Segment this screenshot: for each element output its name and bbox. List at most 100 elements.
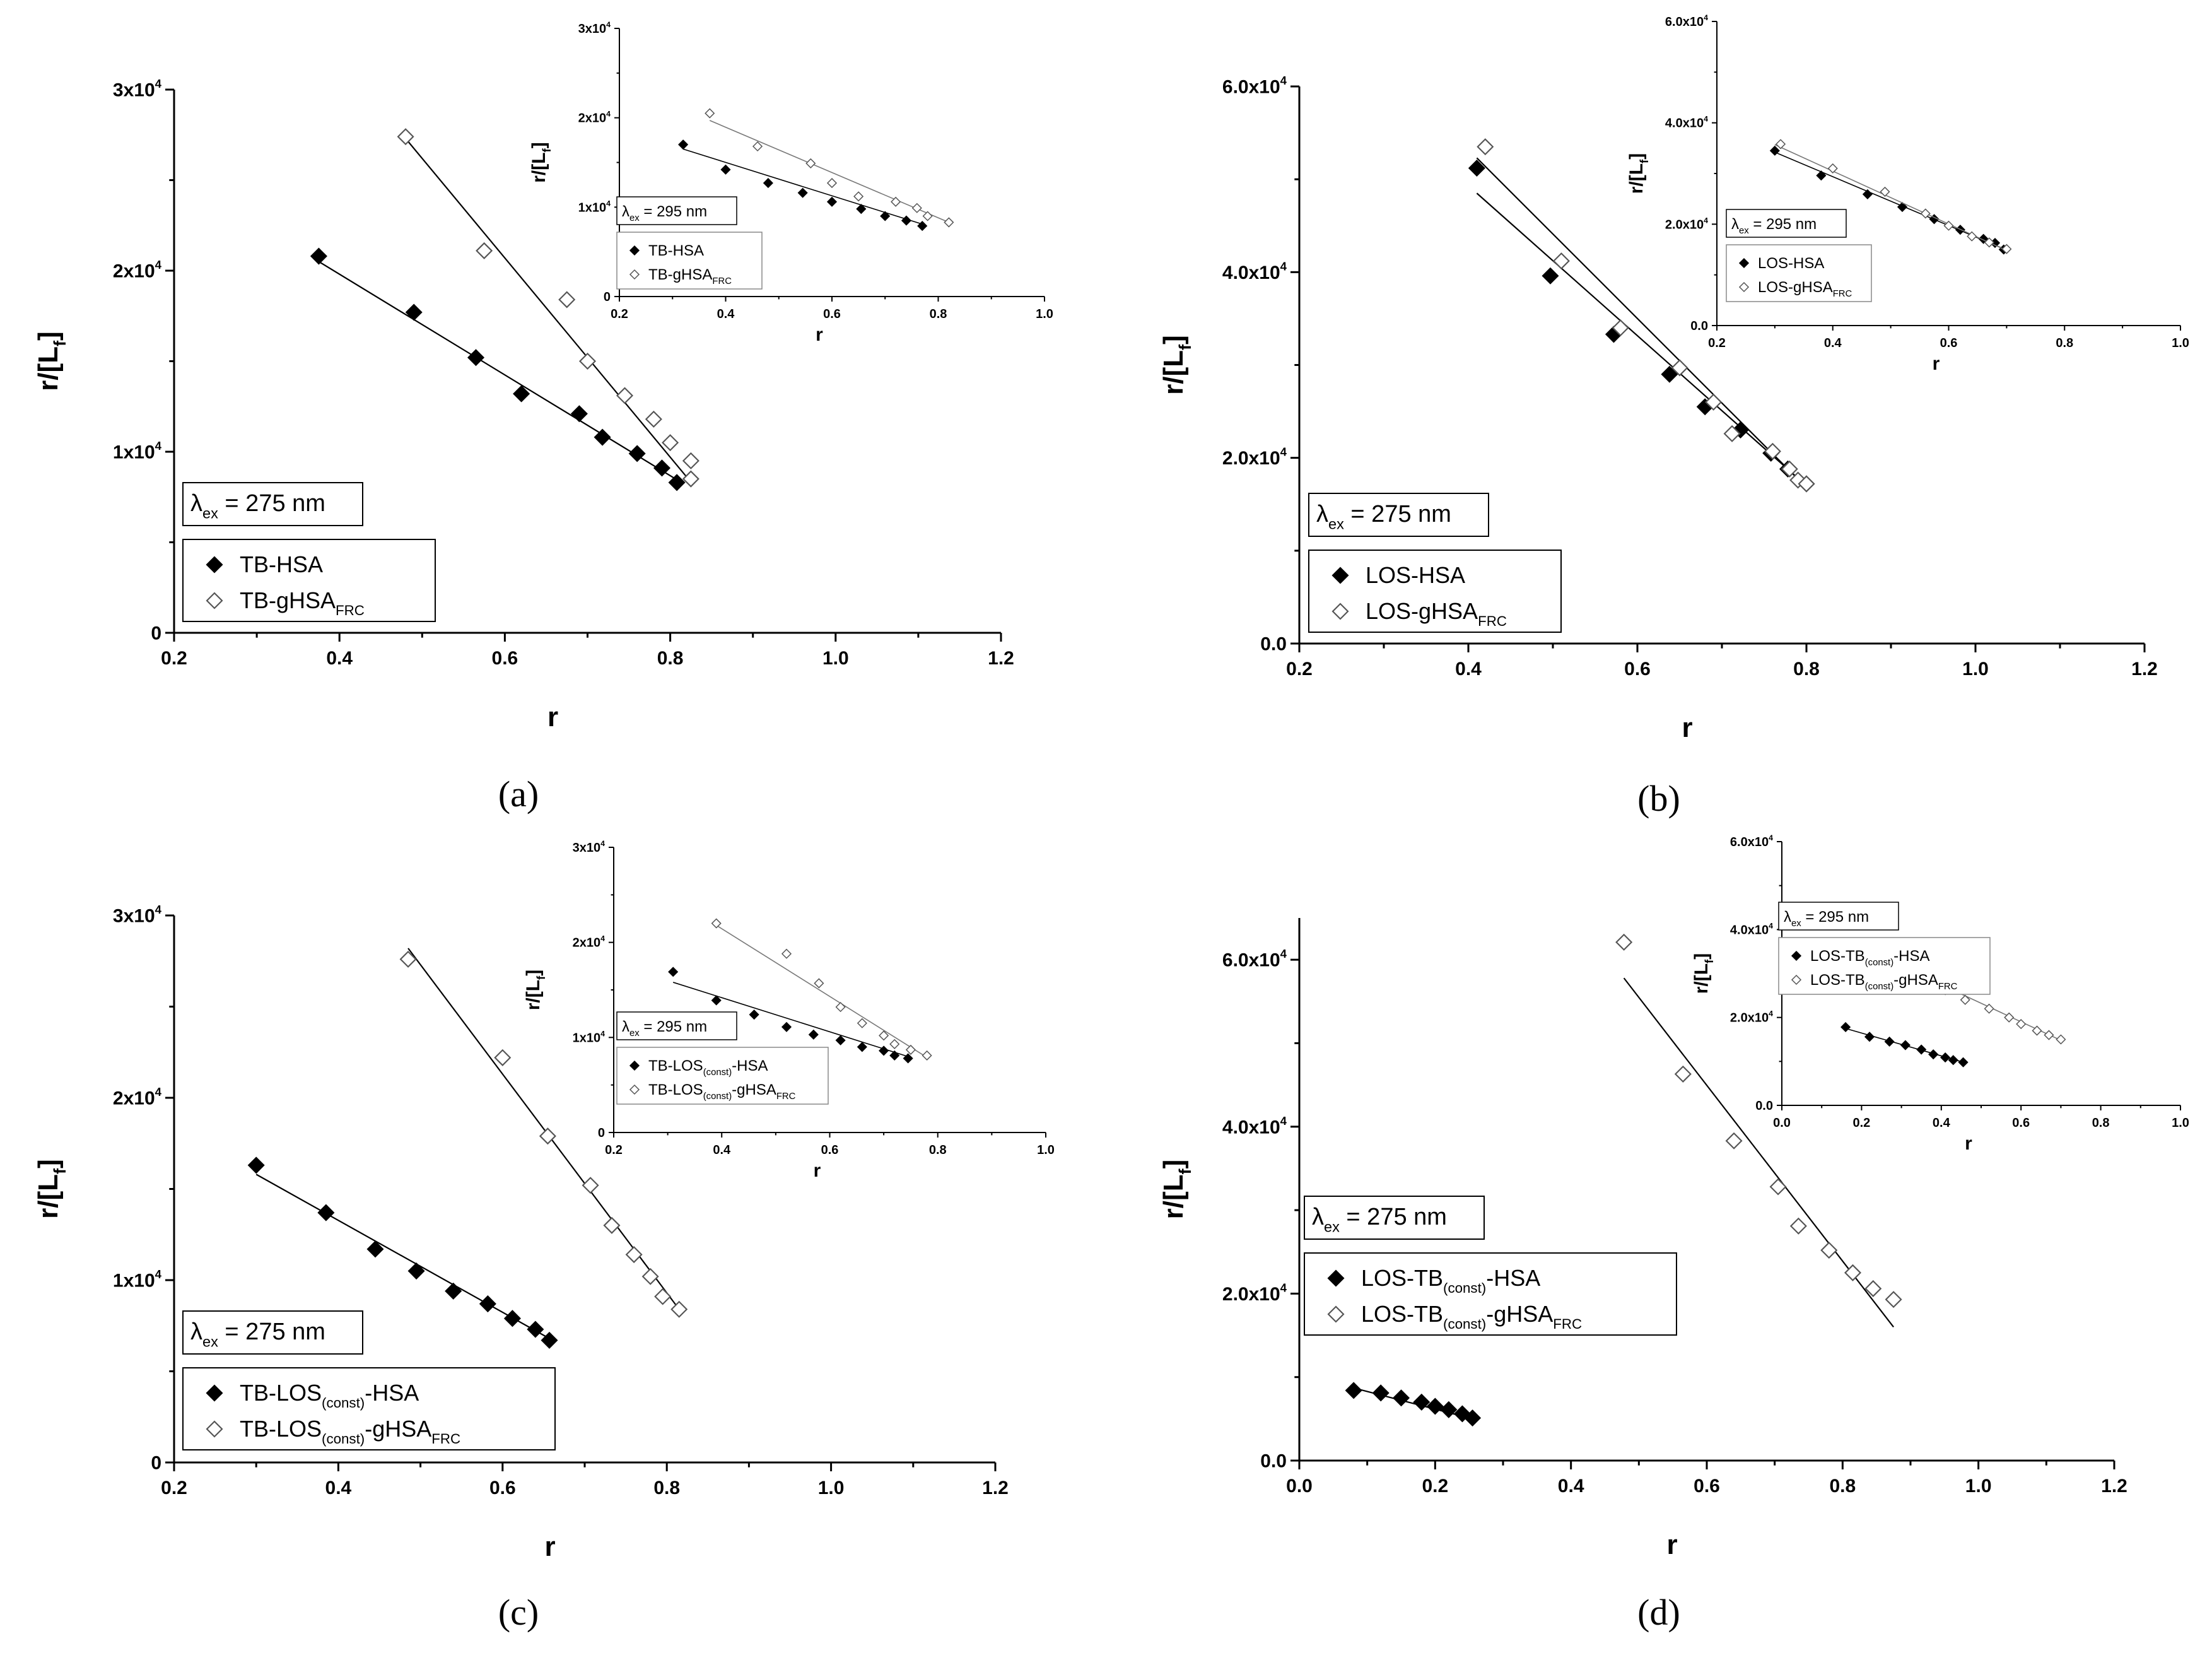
data-point: [1769, 145, 1780, 156]
x-tick-label: 1.2: [2131, 659, 2158, 679]
x-tick-label: 1.2: [982, 1478, 1009, 1498]
main-chart: 0.2 0.4 0.6 0.8 1.0 1.2 0 1x104 2x104 3x104 r r/[Lf…: [33, 903, 1009, 1562]
legend-box: [182, 1367, 556, 1450]
legend-label: TB-LOS(const)-HSA: [240, 1380, 419, 1411]
inset-legend-marker: [629, 1084, 640, 1095]
inset-x-axis-label: r: [814, 1160, 821, 1181]
data-point: [1440, 1401, 1458, 1418]
legend-marker: [1331, 603, 1349, 620]
y-tick-label: 2x104: [578, 110, 611, 126]
data-point: [1864, 1032, 1875, 1042]
x-tick-label: 0.8: [653, 1478, 680, 1498]
inset-annotation-text: λex = 295 nm: [622, 203, 707, 223]
data-point: [944, 217, 954, 228]
data-point: [2044, 1030, 2054, 1040]
x-tick-label: 0.8: [657, 648, 684, 669]
panel-label: (c): [498, 1592, 539, 1633]
data-point: [2032, 1025, 2042, 1036]
panel-d: 0.0 0.2 0.4 0.6 0.8 1.0 1.2 0.0 2.0x104 4.0x104 6.…: [1158, 833, 2189, 1633]
y-tick-label: 0.0: [1755, 1099, 1773, 1113]
data-point: [603, 1216, 621, 1234]
data-point: [781, 948, 792, 959]
inset-x-axis-label: r: [1933, 353, 1940, 374]
data-point: [1789, 1217, 1807, 1235]
y-axis-label: r/[Lf]: [1158, 335, 1195, 395]
x-tick-label: 0.6: [823, 307, 841, 321]
annotation-text: λex = 275 nm: [190, 1319, 325, 1350]
x-tick-label: 1.0: [2172, 1116, 2189, 1130]
main-chart: 0.0 0.2 0.4 0.6 0.8 1.0 1.2 0.0 2.0x104 4.0x104 6.…: [1158, 918, 2127, 1560]
x-tick-label: 0.4: [325, 1478, 352, 1498]
data-point: [1798, 475, 1815, 493]
data-point: [1984, 237, 1994, 248]
legend-marker: [206, 1420, 223, 1438]
x-tick-label: 0.4: [1824, 336, 1842, 350]
data-point: [1674, 1065, 1692, 1083]
inset-legend-marker: [1791, 950, 1802, 962]
data-point: [720, 164, 731, 175]
legend-marker: [1331, 567, 1349, 584]
x-tick-label: 0.8: [930, 307, 947, 321]
x-tick-label: 1.0: [1036, 307, 1053, 321]
inset-x-axis-label: r: [816, 324, 823, 345]
x-tick-label: 0.4: [1455, 659, 1482, 679]
data-point: [539, 1127, 556, 1145]
series-2: [397, 128, 699, 488]
inset-legend-marker: [1791, 974, 1802, 985]
x-tick-label: 0.6: [821, 1143, 839, 1157]
data-point: [835, 1002, 846, 1013]
x-axis-label: r: [544, 1531, 555, 1562]
annotation-box: [1304, 1196, 1485, 1240]
data-point: [1958, 1057, 1969, 1068]
panel-b: 0.2 0.4 0.6 0.8 1.0 1.2 0.0 2.0x104 4.0x104 6.0x1…: [1158, 13, 2189, 819]
data-point: [1900, 1040, 1911, 1050]
x-tick-label: 1.0: [822, 648, 849, 669]
data-point: [901, 215, 912, 226]
y-tick-label: 1x104: [578, 199, 611, 215]
y-tick-label: 2.0x104: [1730, 1009, 1773, 1025]
data-point: [1612, 319, 1629, 337]
inset-annotation-box: [1778, 902, 1899, 931]
data-point: [911, 203, 922, 213]
data-point: [1413, 1393, 1431, 1411]
x-tick-label: 0.2: [605, 1143, 623, 1157]
x-tick-label: 0.4: [1933, 1116, 1951, 1130]
data-point: [1764, 442, 1781, 460]
y-axis-label: r/[Lf]: [33, 1159, 69, 1219]
data-point: [1916, 1044, 1927, 1055]
data-point: [513, 385, 530, 403]
data-point: [2001, 244, 2012, 254]
main-chart: 0.2 0.4 0.6 0.8 1.0 1.2 0.0 2.0x104 4.0x104 6.0x1…: [1158, 74, 2158, 743]
data-point: [407, 1262, 425, 1280]
data-point: [1468, 159, 1485, 177]
data-point: [1864, 1279, 1882, 1297]
series-1: [678, 139, 928, 232]
data-point: [1816, 170, 1827, 181]
inset-annotation-box: [1726, 209, 1847, 238]
y-tick-label: 0: [598, 1126, 605, 1140]
data-point: [922, 1050, 932, 1061]
data-point: [558, 291, 576, 309]
panel-label: (d): [1637, 1592, 1680, 1633]
inset-legend-marker: [629, 269, 640, 280]
data-point: [1967, 231, 1977, 242]
y-axis-label: r/[Lf]: [1158, 1160, 1195, 1220]
data-point: [1984, 1003, 1994, 1014]
x-tick-label: 0.4: [326, 648, 353, 669]
data-point: [711, 918, 722, 929]
data-point: [880, 211, 891, 221]
data-point: [628, 445, 646, 462]
x-tick-label: 0.2: [611, 307, 628, 321]
data-point: [1928, 1049, 1939, 1060]
data-point: [1542, 267, 1559, 285]
data-point: [2056, 1034, 2066, 1045]
data-point: [781, 1021, 792, 1032]
x-tick-label: 1.0: [1962, 659, 1989, 679]
legend-box: [1308, 550, 1562, 633]
y-tick-label: 4.0x104: [1222, 259, 1287, 283]
data-point: [310, 247, 327, 265]
y-tick-label: 4.0x104: [1665, 115, 1708, 131]
x-tick-label: 0.4: [713, 1143, 731, 1157]
data-point: [668, 474, 686, 491]
